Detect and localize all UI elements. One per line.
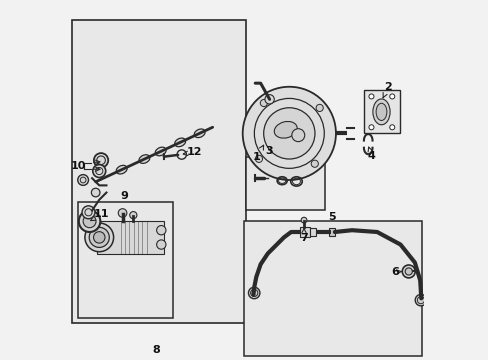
Bar xyxy=(300,227,309,237)
Circle shape xyxy=(310,160,318,167)
Ellipse shape xyxy=(116,165,127,174)
Text: 12: 12 xyxy=(183,147,202,157)
Circle shape xyxy=(260,99,267,107)
Bar xyxy=(246,157,325,211)
Bar xyxy=(364,90,399,134)
Text: 7: 7 xyxy=(300,228,307,243)
Ellipse shape xyxy=(139,155,150,163)
Circle shape xyxy=(93,231,105,243)
Ellipse shape xyxy=(274,121,297,138)
Circle shape xyxy=(264,95,274,104)
Circle shape xyxy=(414,294,426,306)
Circle shape xyxy=(118,209,126,217)
Text: 6: 6 xyxy=(390,267,401,277)
Circle shape xyxy=(93,165,105,177)
Bar xyxy=(309,228,316,235)
Circle shape xyxy=(405,268,411,275)
Text: 10: 10 xyxy=(71,161,86,171)
Circle shape xyxy=(402,265,414,278)
Text: 9: 9 xyxy=(120,191,128,201)
Circle shape xyxy=(389,94,394,99)
Circle shape xyxy=(78,175,88,185)
Circle shape xyxy=(82,206,95,219)
Text: 3: 3 xyxy=(265,145,273,156)
Ellipse shape xyxy=(194,129,205,138)
Text: 8: 8 xyxy=(152,345,160,355)
Ellipse shape xyxy=(155,147,166,156)
Bar xyxy=(244,221,421,356)
Text: 4: 4 xyxy=(367,147,375,161)
Circle shape xyxy=(255,155,262,162)
Text: 11: 11 xyxy=(90,209,109,221)
Bar xyxy=(72,21,246,323)
Circle shape xyxy=(315,104,323,112)
Circle shape xyxy=(156,226,165,235)
Circle shape xyxy=(129,212,137,219)
Bar xyxy=(97,221,163,253)
Circle shape xyxy=(242,87,335,180)
Circle shape xyxy=(83,215,96,228)
Text: 1: 1 xyxy=(253,145,263,162)
Circle shape xyxy=(156,240,165,249)
Circle shape xyxy=(291,129,304,141)
Circle shape xyxy=(389,125,394,130)
Circle shape xyxy=(91,188,100,197)
Circle shape xyxy=(368,94,373,99)
Circle shape xyxy=(89,227,109,247)
Circle shape xyxy=(248,287,260,299)
Circle shape xyxy=(301,217,306,223)
Circle shape xyxy=(94,153,108,167)
Ellipse shape xyxy=(375,103,386,121)
Text: 5: 5 xyxy=(328,212,335,221)
Bar xyxy=(328,228,334,236)
Bar xyxy=(78,202,172,318)
Ellipse shape xyxy=(372,99,389,125)
Text: 2: 2 xyxy=(382,82,391,98)
Circle shape xyxy=(79,211,100,232)
Circle shape xyxy=(368,125,373,130)
Circle shape xyxy=(263,108,314,159)
Ellipse shape xyxy=(174,138,185,147)
Circle shape xyxy=(85,223,113,252)
